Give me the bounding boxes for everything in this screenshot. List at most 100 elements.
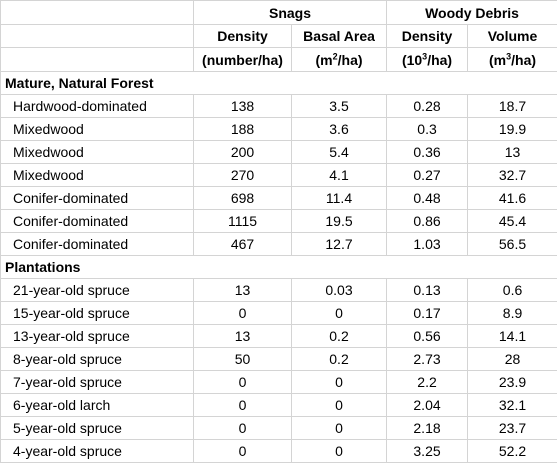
table-row: 6-year-old larch 0 0 2.04 32.1 bbox=[0, 393, 557, 417]
cell-volume: 19.9 bbox=[467, 117, 557, 141]
section-row: Plantations bbox=[0, 255, 557, 279]
row-label: 4-year-old spruce bbox=[0, 439, 194, 463]
table-row: 13-year-old spruce 13 0.2 0.56 14.1 bbox=[0, 324, 557, 348]
row-label: Mixedwood bbox=[0, 117, 194, 141]
row-label: Conifer-dominated bbox=[0, 186, 194, 210]
row-label: Mixedwood bbox=[0, 140, 194, 164]
section-title-plantations: Plantations bbox=[0, 255, 557, 279]
cell-basal-area: 0 bbox=[290, 439, 388, 463]
table-row: 4-year-old spruce 0 0 3.25 52.2 bbox=[0, 439, 557, 463]
cell-volume: 18.7 bbox=[467, 94, 557, 118]
cell-basal-area: 4.1 bbox=[290, 163, 388, 187]
cell-volume: 56.5 bbox=[467, 232, 557, 256]
column-header-debris-density: Density bbox=[386, 24, 469, 48]
cell-snag-density: 0 bbox=[193, 370, 292, 394]
table-row: Mixedwood 200 5.4 0.36 13 bbox=[0, 140, 557, 164]
unit-volume: (m3/ha) bbox=[467, 47, 557, 72]
table-row: Conifer-dominated 698 11.4 0.48 41.6 bbox=[0, 186, 557, 210]
row-label: 15-year-old spruce bbox=[0, 301, 194, 325]
cell-debris-density: 2.2 bbox=[386, 370, 469, 394]
cell-snag-density: 13 bbox=[193, 278, 292, 302]
cell-debris-density: 0.28 bbox=[386, 94, 469, 118]
table-row: Conifer-dominated 1115 19.5 0.86 45.4 bbox=[0, 209, 557, 233]
cell-snag-density: 0 bbox=[193, 439, 292, 463]
column-header-snag-density: Density bbox=[193, 24, 292, 48]
cell-snag-density: 188 bbox=[193, 117, 292, 141]
cell-basal-area: 0 bbox=[290, 393, 388, 417]
unit-debris-density: (103/ha) bbox=[386, 47, 469, 72]
cell-basal-area: 3.5 bbox=[290, 94, 388, 118]
cell-debris-density: 0.3 bbox=[386, 117, 469, 141]
cell-basal-area: 11.4 bbox=[290, 186, 388, 210]
cell-snag-density: 0 bbox=[193, 416, 292, 440]
cell-snag-density: 270 bbox=[193, 163, 292, 187]
row-label: 8-year-old spruce bbox=[0, 347, 194, 371]
cell-snag-density: 50 bbox=[193, 347, 292, 371]
table-row: 21-year-old spruce 13 0.03 0.13 0.6 bbox=[0, 278, 557, 302]
cell-basal-area: 0.03 bbox=[290, 278, 388, 302]
table-body: Mature, Natural Forest Hardwood-dominate… bbox=[0, 71, 557, 463]
cell-snag-density: 200 bbox=[193, 140, 292, 164]
table-row: Mixedwood 270 4.1 0.27 32.7 bbox=[0, 163, 557, 187]
cell-basal-area: 19.5 bbox=[290, 209, 388, 233]
cell-basal-area: 0.2 bbox=[290, 324, 388, 348]
header-row-groups: Snags Woody Debris bbox=[0, 0, 557, 25]
cell-volume: 32.7 bbox=[467, 163, 557, 187]
cell-basal-area: 5.4 bbox=[290, 140, 388, 164]
header-row-units: (number/ha) (m2/ha) (103/ha) (m3/ha) bbox=[0, 47, 557, 72]
row-label: 21-year-old spruce bbox=[0, 278, 194, 302]
cell-volume: 0.6 bbox=[467, 278, 557, 302]
cell-snag-density: 0 bbox=[193, 393, 292, 417]
cell-basal-area: 3.6 bbox=[290, 117, 388, 141]
cell-volume: 14.1 bbox=[467, 324, 557, 348]
cell-debris-density: 0.17 bbox=[386, 301, 469, 325]
column-header-volume: Volume bbox=[467, 24, 557, 48]
cell-debris-density: 2.73 bbox=[386, 347, 469, 371]
table-row: 8-year-old spruce 50 0.2 2.73 28 bbox=[0, 347, 557, 371]
cell-volume: 23.7 bbox=[467, 416, 557, 440]
table-row: 15-year-old spruce 0 0 0.17 8.9 bbox=[0, 301, 557, 325]
cell-snag-density: 0 bbox=[193, 301, 292, 325]
row-label: 6-year-old larch bbox=[0, 393, 194, 417]
cell-debris-density: 0.86 bbox=[386, 209, 469, 233]
row-label: 7-year-old spruce bbox=[0, 370, 194, 394]
cell-basal-area: 0 bbox=[290, 416, 388, 440]
cell-snag-density: 467 bbox=[193, 232, 292, 256]
table-row: Hardwood-dominated 138 3.5 0.28 18.7 bbox=[0, 94, 557, 118]
cell-snag-density: 1115 bbox=[193, 209, 292, 233]
cell-volume: 45.4 bbox=[467, 209, 557, 233]
row-label: 13-year-old spruce bbox=[0, 324, 194, 348]
cell-volume: 41.6 bbox=[467, 186, 557, 210]
unit-basal-area: (m2/ha) bbox=[290, 47, 388, 72]
row-label: Conifer-dominated bbox=[0, 209, 194, 233]
cell-debris-density: 0.13 bbox=[386, 278, 469, 302]
cell-debris-density: 1.03 bbox=[386, 232, 469, 256]
cell-debris-density: 0.36 bbox=[386, 140, 469, 164]
cell-volume: 13 bbox=[467, 140, 557, 164]
table-row: 7-year-old spruce 0 0 2.2 23.9 bbox=[0, 370, 557, 394]
cell-volume: 23.9 bbox=[467, 370, 557, 394]
cell-basal-area: 0 bbox=[290, 301, 388, 325]
cell-debris-density: 0.48 bbox=[386, 186, 469, 210]
group-header-woody-debris: Woody Debris bbox=[386, 0, 557, 25]
cell-volume: 8.9 bbox=[467, 301, 557, 325]
header-empty-cell bbox=[0, 24, 194, 48]
cell-basal-area: 0.2 bbox=[290, 347, 388, 371]
row-label: 5-year-old spruce bbox=[0, 416, 194, 440]
cell-snag-density: 13 bbox=[193, 324, 292, 348]
cell-volume: 32.1 bbox=[467, 393, 557, 417]
header-empty-cell bbox=[0, 0, 194, 25]
cell-snag-density: 698 bbox=[193, 186, 292, 210]
cell-debris-density: 0.27 bbox=[386, 163, 469, 187]
table-row: Mixedwood 188 3.6 0.3 19.9 bbox=[0, 117, 557, 141]
cell-debris-density: 2.18 bbox=[386, 416, 469, 440]
cell-basal-area: 12.7 bbox=[290, 232, 388, 256]
row-label: Conifer-dominated bbox=[0, 232, 194, 256]
header-empty-cell bbox=[0, 47, 194, 72]
table-row: Conifer-dominated 467 12.7 1.03 56.5 bbox=[0, 232, 557, 256]
table-header: Snags Woody Debris Density Basal Area De… bbox=[0, 0, 557, 72]
row-label: Hardwood-dominated bbox=[0, 94, 194, 118]
cell-debris-density: 2.04 bbox=[386, 393, 469, 417]
cell-debris-density: 3.25 bbox=[386, 439, 469, 463]
cell-debris-density: 0.56 bbox=[386, 324, 469, 348]
